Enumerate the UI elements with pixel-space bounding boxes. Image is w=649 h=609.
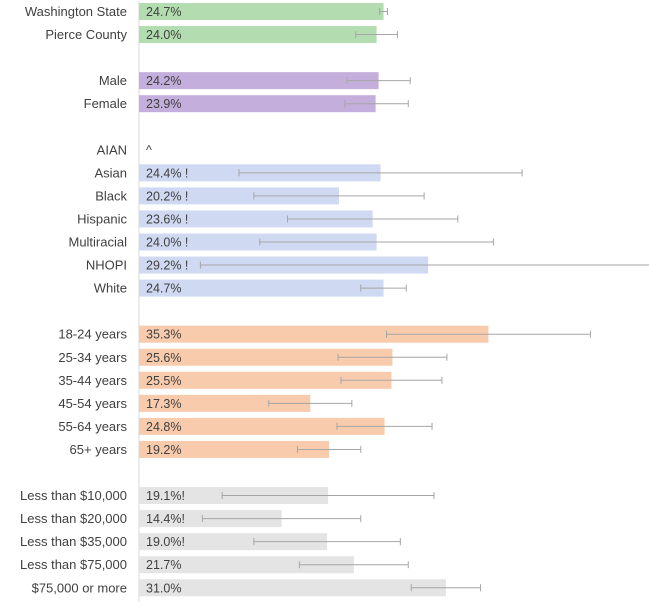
error-bar-white	[360, 284, 407, 292]
value-label-multiracial: 24.0% !	[146, 236, 188, 250]
error-bar-25-34-years	[337, 353, 448, 361]
bar-75-000-or-more	[139, 579, 446, 597]
value-label-35-44-years: 25.5%	[146, 374, 181, 388]
labels-layer: Washington State 24.7% Pierce County 24.0% M…	[20, 4, 188, 595]
error-bar-washington-state	[379, 8, 388, 15]
category-label-less-than-10-000: Less than $10,000	[20, 488, 127, 503]
category-label-45-54-years: 45-54 years	[58, 396, 127, 411]
category-label-65-years: 65+ years	[70, 442, 128, 457]
error-bar-less-than-75-000	[298, 561, 409, 569]
bar-less-than-75-000	[139, 556, 354, 574]
value-label-pierce-county: 24.0%	[146, 28, 181, 42]
error-bar-45-54-years	[268, 399, 353, 407]
value-label-black: 20.2% !	[146, 189, 188, 203]
bar-65-years	[139, 440, 330, 458]
error-bar-55-64-years	[336, 422, 433, 430]
bar-pierce-county	[139, 26, 377, 44]
error-bar-male	[346, 77, 411, 85]
value-label-less-than-35-000: 19.0%!	[146, 535, 185, 549]
value-label-male: 24.2%	[146, 74, 181, 88]
category-label-less-than-20-000: Less than $20,000	[20, 511, 127, 526]
value-label-white: 24.7%	[146, 282, 181, 296]
value-label-65-years: 19.2%	[146, 443, 181, 457]
error-bar-nhopi	[199, 261, 649, 269]
category-label-washington-state: Washington State	[25, 4, 127, 19]
bar-hispanic	[139, 210, 373, 228]
category-label-multiracial: Multiracial	[68, 235, 127, 250]
value-label-nhopi: 29.2% !	[146, 259, 188, 273]
value-label-25-34-years: 25.6%	[146, 351, 181, 365]
error-bar-18-24-years	[386, 330, 591, 338]
error-bars-layer	[199, 8, 649, 592]
error-bar-asian	[238, 169, 523, 177]
error-bar-less-than-35-000	[253, 538, 401, 546]
category-label-aian: AIAN	[97, 142, 127, 157]
category-label-18-24-years: 18-24 years	[58, 327, 127, 342]
bar-male	[139, 72, 379, 90]
error-bar-pierce-county	[355, 31, 398, 39]
category-label-asian: Asian	[94, 165, 127, 180]
bar-washington-state	[139, 3, 384, 20]
value-label-female: 23.9%	[146, 97, 181, 111]
value-label-washington-state: 24.7%	[146, 5, 181, 19]
bar-45-54-years	[139, 394, 311, 412]
value-label-55-64-years: 24.8%	[146, 420, 181, 434]
error-bar-black	[253, 192, 425, 200]
category-label-black: Black	[95, 188, 127, 203]
error-bar-65-years	[296, 445, 362, 453]
value-label-75-000-or-more: 31.0%	[146, 581, 181, 595]
bar-female	[139, 95, 376, 113]
value-label-less-than-10-000: 19.1%!	[146, 489, 185, 503]
bar-white	[139, 279, 384, 297]
bar-black	[139, 187, 339, 205]
category-label-less-than-75-000: Less than $75,000	[20, 557, 127, 572]
bar-less-than-35-000	[139, 533, 328, 551]
value-label-45-54-years: 17.3%	[146, 397, 181, 411]
value-label-hispanic: 23.6% !	[146, 212, 188, 226]
error-bar-75-000-or-more	[410, 584, 482, 592]
error-bar-35-44-years	[340, 376, 443, 384]
error-bar-less-than-10-000	[221, 492, 435, 500]
category-label-less-than-35-000: Less than $35,000	[20, 534, 127, 549]
category-label-55-64-years: 55-64 years	[58, 419, 127, 434]
value-label-asian: 24.4% !	[146, 166, 188, 180]
category-label-male: Male	[99, 73, 127, 88]
bar-35-44-years	[139, 371, 392, 389]
category-label-white: White	[94, 281, 127, 296]
bar-25-34-years	[139, 348, 393, 366]
value-label-aian: ^	[146, 143, 152, 157]
error-bar-multiracial	[259, 238, 494, 246]
category-label-hispanic: Hispanic	[77, 211, 127, 226]
value-label-less-than-75-000: 21.7%	[146, 558, 181, 572]
error-bar-less-than-20-000	[201, 515, 362, 523]
category-label-25-34-years: 25-34 years	[58, 350, 127, 365]
value-label-less-than-20-000: 14.4%!	[146, 512, 185, 526]
value-label-18-24-years: 35.3%	[146, 328, 181, 342]
category-label-pierce-county: Pierce County	[45, 27, 127, 42]
error-bar-hispanic	[287, 215, 459, 223]
category-label-35-44-years: 35-44 years	[58, 373, 127, 388]
category-label-female: Female	[84, 96, 127, 111]
category-label-nhopi: NHOPI	[86, 258, 127, 273]
error-bar-female	[344, 100, 409, 108]
bars-layer	[138, 1, 489, 603]
bar-55-64-years	[139, 417, 385, 435]
bar-18-24-years	[139, 325, 489, 343]
bar-multiracial	[139, 233, 377, 251]
category-label-75-000-or-more: $75,000 or more	[32, 580, 127, 595]
